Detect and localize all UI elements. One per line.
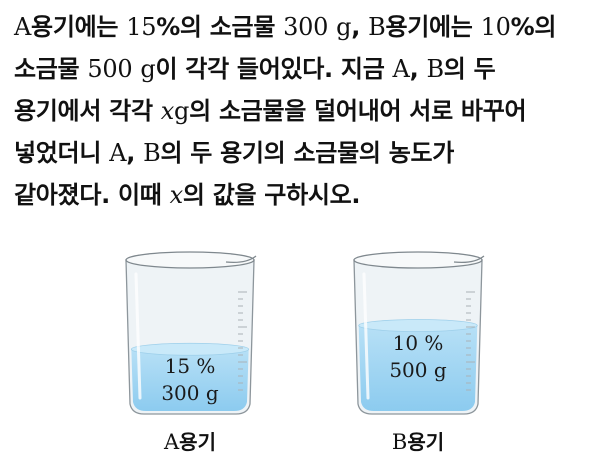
text-segment xyxy=(328,13,336,41)
math-token: B xyxy=(426,55,444,83)
text-segment: 용기에는 xyxy=(31,13,127,41)
beaker-water xyxy=(358,325,478,411)
math-token: g xyxy=(140,55,156,83)
beaker-b: 10 % 500 g xyxy=(348,248,488,420)
math-token: 10 xyxy=(480,13,511,41)
problem-text: A용기에는 15%의 소금물 300 g, B용기에는 10%의 소금물 500 … xyxy=(14,6,596,216)
text-segment: %의 xyxy=(510,13,557,41)
problem-line: 같아졌다. 이때 x의 값을 구하시오. xyxy=(14,174,596,216)
text-segment: , xyxy=(126,139,144,167)
text-segment: 이 각각 들어있다. 지금 xyxy=(155,55,393,83)
math-token: 300 xyxy=(283,13,329,41)
glass-highlight xyxy=(134,272,142,400)
math-token: g xyxy=(174,97,190,125)
text-segment: 의 값을 구하시오. xyxy=(182,181,361,209)
beaker-figure: 15 % 300 g A용기 10 % 500 g B용기 xyxy=(0,240,604,475)
concentration-label: 10 % xyxy=(392,330,444,355)
amount-label: 300 g xyxy=(161,381,219,406)
beaker-drawing xyxy=(353,251,485,415)
text-segment: 의 소금물을 덜어내어 서로 바꾸어 xyxy=(189,97,527,125)
problem-line: A용기에는 15%의 소금물 300 g, B용기에는 10%의 xyxy=(14,6,596,48)
beaker-a: 15 % 300 g xyxy=(120,248,260,420)
math-token: A xyxy=(14,13,32,41)
beaker-b-suffix: 용기 xyxy=(407,430,445,454)
beaker-a-letter: A xyxy=(164,430,180,454)
math-token: 500 xyxy=(87,55,133,83)
beaker-a-suffix: 용기 xyxy=(179,430,216,454)
math-token: B xyxy=(368,13,386,41)
beaker-spout xyxy=(225,255,257,264)
text-segment: 의 두 xyxy=(443,55,496,83)
beaker-spout xyxy=(453,255,485,264)
text-segment: 의 두 용기의 소금물의 농도가 xyxy=(160,139,455,167)
math-token: x xyxy=(160,97,175,125)
water-surface xyxy=(130,342,250,356)
beaker-b-caption: B용기 xyxy=(348,426,488,455)
amount-label: 500 g xyxy=(389,357,447,382)
beaker-a-caption: A용기 xyxy=(120,426,260,455)
beaker-water xyxy=(131,349,249,411)
text-segment: 넣었더니 xyxy=(14,139,110,167)
math-token: x xyxy=(169,181,184,209)
beaker-rim xyxy=(353,251,483,269)
math-token: B xyxy=(143,139,161,167)
beaker-rim xyxy=(125,251,255,269)
math-token: A xyxy=(109,139,127,167)
problem-line: 넣었더니 A, B의 두 용기의 소금물의 농도가 xyxy=(14,132,596,174)
text-segment: 용기에서 각각 xyxy=(14,97,161,125)
text-segment: %의 소금물 xyxy=(156,13,284,41)
beaker-b-letter: B xyxy=(391,430,408,454)
math-token: A xyxy=(392,55,410,83)
problem-line: 소금물 500 g이 각각 들어있다. 지금 A, B의 두 xyxy=(14,48,596,90)
text-segment: , xyxy=(351,13,369,41)
problem-line: 용기에서 각각 xg의 소금물을 덜어내어 서로 바꾸어 xyxy=(14,90,596,132)
concentration-label: 15 % xyxy=(164,354,216,379)
text-segment: 용기에는 xyxy=(385,13,481,41)
water-surface xyxy=(358,319,478,332)
text-segment: , xyxy=(409,55,427,83)
math-token: g xyxy=(336,13,352,41)
beaker-drawing xyxy=(125,251,257,415)
text-segment: 소금물 xyxy=(14,55,88,83)
math-token: 15 xyxy=(126,13,157,41)
text-segment: 같아졌다. 이때 xyxy=(14,181,170,209)
glass-highlight xyxy=(362,272,370,400)
